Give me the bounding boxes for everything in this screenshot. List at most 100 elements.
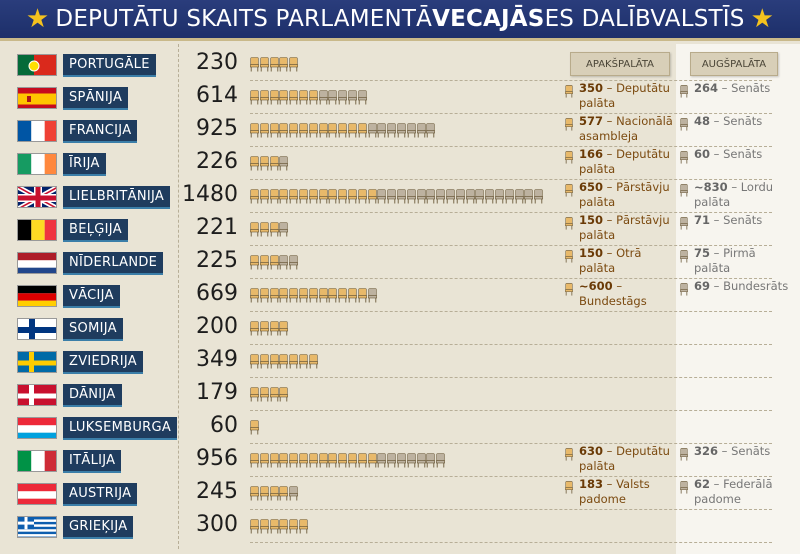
lower-seat-mark (338, 189, 348, 208)
lower-seat-mark (289, 90, 299, 109)
lower-seat-mark (269, 189, 279, 208)
flag-icon-pt (17, 54, 57, 76)
country-label: VĀCIJA (63, 285, 120, 308)
upper-chamber-seats: ~830 (694, 180, 728, 194)
total-seats-label: 230 (196, 50, 238, 75)
lower-seat-mark (289, 189, 299, 208)
lower-seat-mark (250, 255, 259, 274)
lower-seat-mark (250, 321, 259, 340)
title-part-3: ES DALĪBVALSTĪS (544, 6, 745, 32)
row-divider (250, 476, 772, 477)
upper-seat-mark (504, 189, 514, 208)
flag-icon-se (17, 351, 57, 373)
lower-seat-mark (259, 123, 269, 142)
upper-seat-mark (397, 123, 406, 142)
lower-chair-icon (565, 85, 573, 102)
upper-seat-mark (367, 288, 377, 307)
lower-seat-mark (299, 123, 308, 142)
lower-seat-mark (269, 519, 279, 538)
upper-chamber-seats: 264 (694, 81, 719, 95)
lower-chamber-name: – Deputātu palāta (579, 147, 670, 176)
lower-chamber-seats: 630 (579, 444, 604, 458)
lower-seat-mark (328, 453, 338, 472)
upper-seat-mark (387, 189, 397, 208)
row-divider (250, 245, 772, 246)
lower-seat-mark (299, 288, 308, 307)
column-divider (178, 44, 179, 549)
upper-seat-mark (377, 453, 387, 472)
table-row: ITĀLIJA 956 (0, 444, 800, 477)
lower-seat-mark (328, 189, 338, 208)
upper-seat-mark (416, 453, 426, 472)
upper-seat-mark (387, 453, 397, 472)
upper-chair-icon (680, 118, 688, 135)
chart-title: ★ DEPUTĀTU SKAITS PARLAMENTĀ VECAJĀS ES … (0, 0, 800, 41)
upper-chamber-name: – Senāts (721, 444, 771, 458)
upper-seat-mark (367, 123, 377, 142)
upper-chamber-name: – Senāts (713, 147, 763, 161)
flag-icon-gr (17, 516, 57, 538)
lower-seat-mark (357, 189, 367, 208)
lower-seat-mark (259, 156, 269, 175)
upper-chamber-name: – Senāts (721, 81, 771, 95)
upper-seat-mark (455, 189, 465, 208)
lower-seat-mark (348, 189, 357, 208)
upper-chamber-seats: 62 (694, 477, 711, 491)
lower-seat-mark (338, 453, 348, 472)
lower-seat-mark (308, 453, 318, 472)
country-label: ĪRIJA (63, 153, 106, 176)
upper-chair-icon (680, 184, 688, 201)
row-divider (250, 509, 772, 510)
lower-seat-mark (289, 123, 299, 142)
lower-chamber-seats: 577 (579, 114, 604, 128)
lower-chamber-name: – Pārstāvju palāta (579, 213, 670, 242)
country-label: ZVIEDRIJA (63, 351, 143, 374)
total-seats-label: 226 (196, 149, 238, 174)
lower-seat-mark (348, 123, 357, 142)
row-divider (250, 179, 772, 180)
row-divider (250, 344, 772, 345)
lower-seat-mark (289, 288, 299, 307)
upper-seat-mark (416, 189, 426, 208)
lower-seat-mark (279, 453, 289, 472)
lower-seat-mark (269, 123, 279, 142)
lower-seat-mark (269, 321, 279, 340)
upper-chamber-panel (676, 44, 800, 554)
upper-seat-mark (514, 189, 524, 208)
lower-seat-mark (259, 354, 269, 373)
table-row: PORTUGĀLE 230 (0, 48, 800, 81)
country-label: GRIEĶIJA (63, 516, 134, 539)
upper-seat-mark (475, 189, 485, 208)
upper-seat-mark (397, 453, 406, 472)
lower-seat-mark (279, 189, 289, 208)
lower-chamber-seats: 150 (579, 246, 604, 260)
lower-seat-mark (269, 453, 279, 472)
lower-chamber-name: – Valsts padome (579, 477, 650, 506)
lower-seat-mark (269, 90, 279, 109)
lower-chamber-seats: ~600 (579, 279, 613, 293)
lower-seat-mark (259, 90, 269, 109)
country-label: DĀNIJA (63, 384, 122, 407)
upper-seat-mark (397, 189, 406, 208)
lower-seat-mark (308, 90, 318, 109)
lower-seat-mark (269, 354, 279, 373)
upper-seat-mark (377, 189, 387, 208)
flag-icon-es (17, 87, 57, 109)
lower-seat-mark (279, 123, 289, 142)
lower-chamber-seats: 150 (579, 213, 604, 227)
title-part-1: DEPUTĀTU SKAITS PARLAMENTĀ (55, 6, 433, 32)
lower-seat-mark (269, 255, 279, 274)
lower-seat-mark (279, 519, 289, 538)
lower-seat-mark (269, 57, 279, 76)
upper-seat-mark (436, 189, 446, 208)
upper-seat-mark (406, 453, 416, 472)
lower-chamber-name: – Otrā palāta (579, 246, 642, 275)
upper-seat-mark (495, 189, 504, 208)
total-seats-label: 221 (196, 215, 238, 240)
row-divider (250, 410, 772, 411)
table-row: GRIEĶIJA 300 (0, 510, 800, 543)
lower-seat-mark (269, 486, 279, 505)
lower-chamber-seats: 350 (579, 81, 604, 95)
lower-seat-mark (308, 354, 318, 373)
upper-chamber-seats: 69 (694, 279, 711, 293)
